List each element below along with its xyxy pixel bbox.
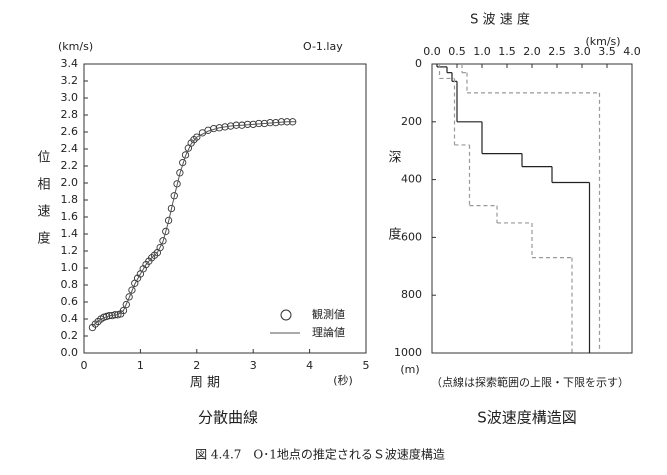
y-axis-label: 位相速度 xyxy=(35,150,51,258)
x-tick-label: 5 xyxy=(363,359,370,372)
observed-point xyxy=(181,151,190,159)
y-tick-label: 1.2 xyxy=(61,244,79,257)
x-tick-label: 1.0 xyxy=(473,45,491,58)
observed-point xyxy=(159,237,167,245)
legend-label: 観測値 xyxy=(312,307,345,321)
y-tick-label: 3.2 xyxy=(61,74,79,87)
y-tick-label: 1.6 xyxy=(61,210,79,223)
y-tick-label: 0.0 xyxy=(61,346,79,359)
x-tick-label: 2.0 xyxy=(523,45,541,58)
x-unit: (km/s) xyxy=(585,35,620,48)
y-tick-label: 0.8 xyxy=(61,278,79,291)
observed-point xyxy=(176,169,184,177)
y-unit: (m) xyxy=(400,363,419,376)
note: （点線は探索範囲の上限・下限を示す） xyxy=(431,375,629,389)
observed-point xyxy=(156,243,164,252)
y-tick-label: 1.0 xyxy=(61,261,79,274)
x-tick-label: 0.5 xyxy=(448,45,466,58)
observed-point xyxy=(128,286,136,294)
y-tick-label: 0.2 xyxy=(61,329,79,342)
y-axis-label: 深 度 xyxy=(386,150,402,270)
y-tick-label: 3.4 xyxy=(61,57,79,70)
y-tick-label: 2.8 xyxy=(61,108,79,121)
observed-point xyxy=(193,133,201,141)
y-tick-label: 200 xyxy=(401,115,422,128)
observed-point xyxy=(119,306,128,315)
observed-point xyxy=(167,204,176,213)
observed-point xyxy=(164,216,173,225)
y-tick-label: 2.2 xyxy=(61,159,79,172)
y-tick-label: 400 xyxy=(401,173,422,186)
y-tick-label: 600 xyxy=(401,230,422,243)
y-tick-label: 1000 xyxy=(394,346,422,359)
x-tick-label: 3.0 xyxy=(573,45,591,58)
x-axis-label: 周 期 xyxy=(190,376,220,391)
y-tick-label: 1.4 xyxy=(61,227,79,240)
plot-frame xyxy=(431,63,633,354)
legend-marker xyxy=(280,309,292,321)
x-unit: (秒) xyxy=(333,373,353,387)
y-tick-label: 2.0 xyxy=(61,176,79,189)
x-tick-label: 1.5 xyxy=(498,45,516,58)
observed-point xyxy=(102,312,111,321)
x-tick-label: 3 xyxy=(250,359,257,372)
observed-point xyxy=(162,227,170,236)
file-label: O-1.lay xyxy=(303,40,343,53)
y-tick-label: 0.6 xyxy=(61,295,79,308)
y-tick-label: 0.4 xyxy=(61,312,79,325)
y-tick-label: 800 xyxy=(401,288,422,301)
y-tick-label: 2.4 xyxy=(61,142,79,155)
observed-point xyxy=(125,293,133,301)
x-tick-label: 2 xyxy=(193,359,200,372)
x-tick-label: 0 xyxy=(81,359,88,372)
theory-line xyxy=(92,121,296,327)
plot-frame xyxy=(83,63,367,354)
observed-point xyxy=(122,300,130,309)
figure-caption: 図 4.4.7 O･1地点の推定されるＳ波速度構造 xyxy=(195,447,445,462)
y-tick-label: 3.0 xyxy=(61,91,79,104)
x-tick-label: 1 xyxy=(137,359,144,372)
x-axis-label: S 波 速 度 xyxy=(470,12,530,28)
x-tick-label: 4 xyxy=(306,359,313,372)
y-unit: (km/s) xyxy=(58,40,93,53)
x-tick-label: 0.0 xyxy=(423,45,441,58)
x-tick-label: 2.5 xyxy=(548,45,566,58)
legend-label: 理論値 xyxy=(312,325,345,339)
x-tick-label: 4.0 xyxy=(623,45,641,58)
chart-title: 分散曲線 xyxy=(198,409,258,427)
y-tick-label: 0 xyxy=(415,57,422,70)
x-tick-label: 3.5 xyxy=(598,45,616,58)
observed-point xyxy=(170,192,178,200)
y-tick-label: 1.8 xyxy=(61,193,79,206)
y-tick-label: 2.6 xyxy=(61,125,79,138)
chart-title: S波速度構造図 xyxy=(477,409,577,427)
